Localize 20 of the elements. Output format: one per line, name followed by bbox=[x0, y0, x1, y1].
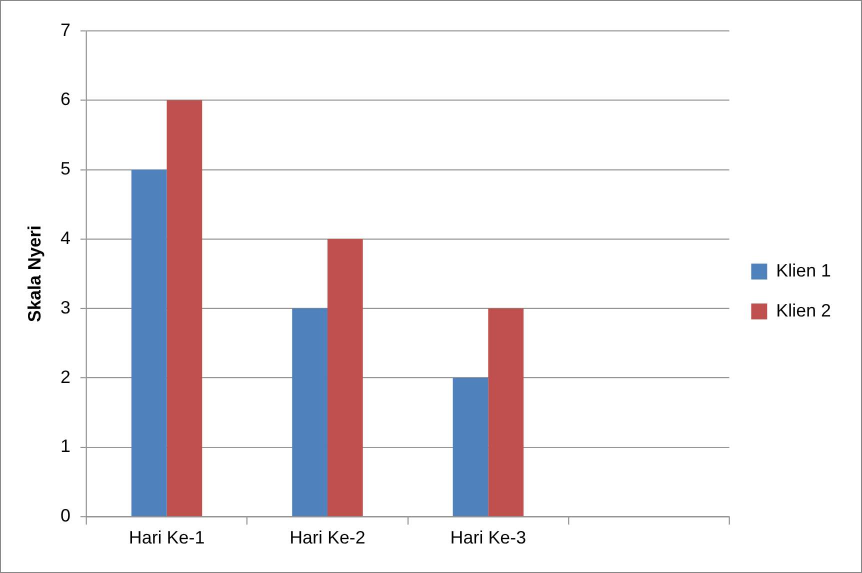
bar bbox=[452, 378, 488, 516]
y-tick-label: 2 bbox=[60, 366, 70, 387]
bar bbox=[327, 239, 363, 516]
y-tick-label: 4 bbox=[60, 228, 70, 248]
x-tick-label: Hari Ke-3 bbox=[450, 527, 526, 548]
bar bbox=[131, 170, 167, 516]
y-tick-label: 7 bbox=[60, 20, 70, 40]
y-tick-label: 6 bbox=[60, 89, 70, 110]
y-axis-title: Skala Nyeri bbox=[24, 225, 45, 322]
bar bbox=[488, 308, 524, 516]
legend-label: Klien 2 bbox=[776, 300, 832, 320]
x-tick-label: Hari Ke-1 bbox=[128, 527, 205, 548]
y-tick-label: 3 bbox=[60, 297, 70, 318]
legend-label: Klien 1 bbox=[776, 260, 832, 280]
y-tick-label: 5 bbox=[60, 158, 70, 179]
x-tick-label: Hari Ke-2 bbox=[290, 527, 366, 548]
bar bbox=[166, 100, 202, 516]
y-tick-label: 0 bbox=[60, 506, 70, 526]
y-tick-label: 1 bbox=[60, 436, 70, 456]
bar bbox=[292, 308, 328, 516]
